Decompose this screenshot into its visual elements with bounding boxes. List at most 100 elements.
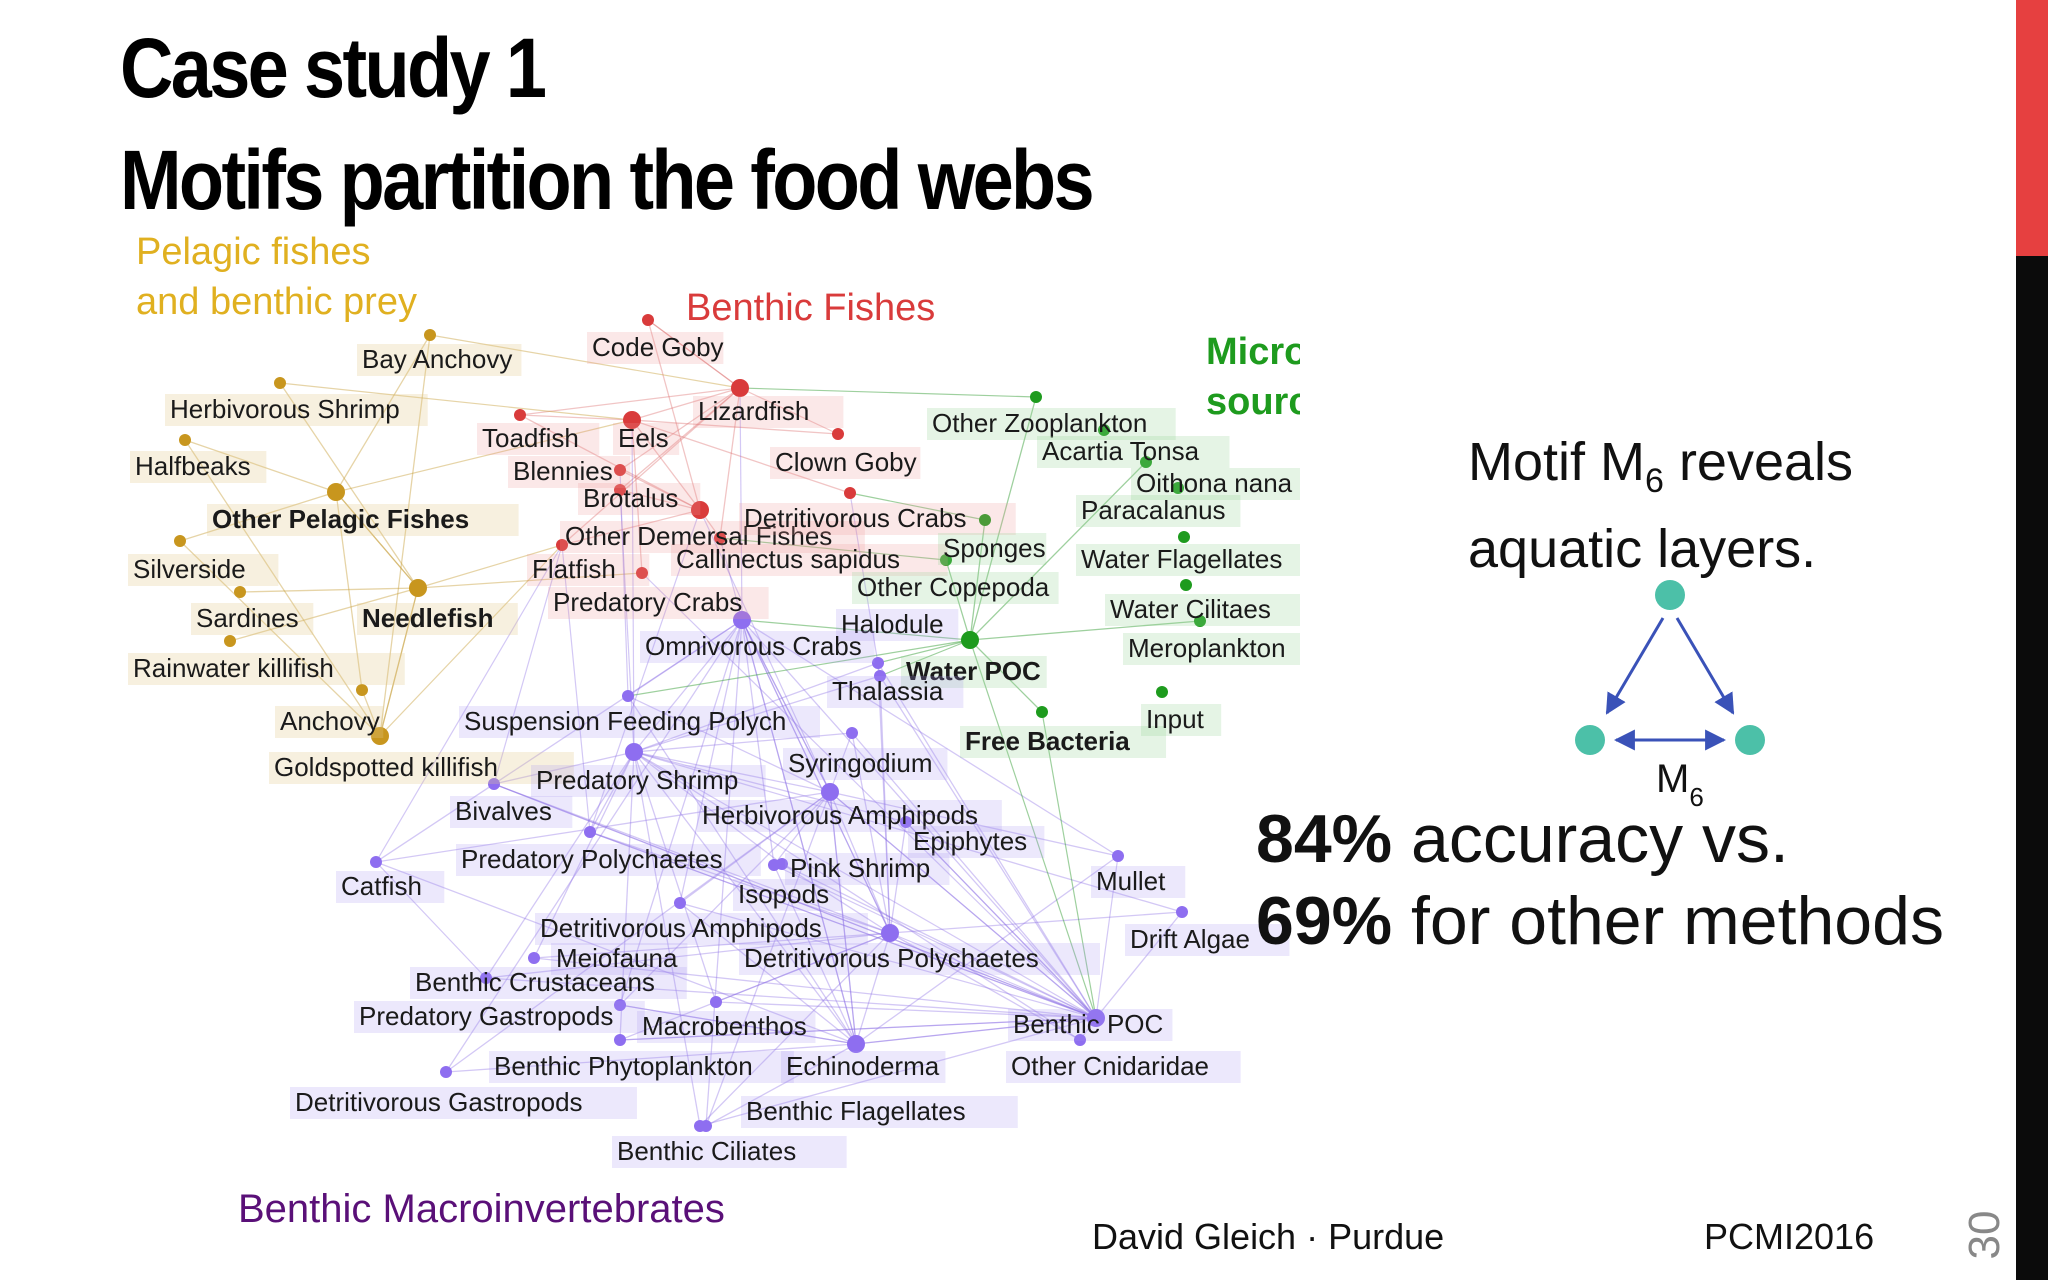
food-web-edge — [969, 620, 1201, 641]
motif-edge-top-left — [1605, 617, 1665, 715]
food-web-edge — [533, 957, 1097, 1019]
food-web-node — [480, 972, 492, 984]
food-web-edge — [445, 619, 743, 1073]
food-web-node — [844, 487, 856, 499]
food-web-edge — [855, 855, 1119, 1045]
food-web-edge — [829, 791, 857, 1045]
food-web-edge — [741, 619, 831, 793]
food-web-edge — [889, 932, 1081, 1041]
food-web-edge — [889, 911, 1183, 934]
food-web-edge — [619, 1017, 1097, 1041]
motif-node-left — [1575, 725, 1605, 755]
food-web-edge — [619, 387, 741, 491]
food-web-edge — [715, 1001, 1097, 1019]
node-label: Herbivorous Shrimp — [170, 394, 400, 424]
food-web-node — [940, 554, 952, 566]
food-web-edge — [969, 639, 1043, 713]
node-label: Callinectus sapidus — [676, 544, 900, 574]
node-label-bg — [551, 943, 688, 975]
node-label-bg — [637, 1011, 816, 1043]
node-label-bg — [531, 765, 766, 797]
food-web-edge — [851, 732, 891, 934]
food-web-node — [691, 501, 709, 519]
node-label-bg — [671, 544, 948, 576]
food-web-node — [234, 586, 246, 598]
food-web-edge — [619, 469, 629, 697]
food-web-edge — [375, 544, 563, 863]
node-label-bg — [697, 800, 1002, 832]
food-web-edge — [631, 419, 643, 574]
claim-line2: aquatic layers. — [1468, 518, 1817, 579]
food-web-node — [832, 428, 844, 440]
node-label: Benthic Crustaceans — [415, 967, 655, 997]
food-web-edge — [485, 977, 1097, 1019]
food-web-edge — [533, 751, 635, 959]
food-web-edge — [969, 519, 986, 641]
food-web-edge — [445, 1043, 857, 1073]
food-web-edge — [641, 572, 1097, 1019]
node-label: Detritivorous Gastropods — [295, 1087, 583, 1117]
group-title-micronutrient-1: Micronutrient — [1206, 331, 1300, 373]
node-label-bg — [459, 706, 820, 738]
page-number: 30 — [1960, 1210, 2009, 1260]
food-web-node — [614, 999, 626, 1011]
food-web-edge — [829, 791, 1119, 857]
food-web-edge — [647, 319, 741, 389]
food-web-node — [356, 684, 368, 696]
food-web-edge — [589, 831, 1097, 1019]
food-web-edge — [184, 439, 381, 737]
node-label: Meiofauna — [556, 943, 678, 973]
node-label: Halodule — [841, 609, 944, 639]
node-label-bg — [128, 554, 279, 586]
food-web-edge — [633, 751, 1183, 913]
food-web-edge — [851, 732, 1097, 1019]
food-web-edge — [719, 387, 741, 539]
food-web-node — [674, 897, 686, 909]
node-label-bg — [508, 456, 631, 488]
group-title-macroinvertebrates: Benthic Macroinvertebrates — [238, 1187, 725, 1231]
food-web-node — [179, 434, 191, 446]
food-web-edge — [905, 821, 1097, 1019]
node-label-bg — [1076, 495, 1241, 527]
node-label-bg — [130, 451, 267, 483]
node-label-bg — [269, 752, 574, 784]
food-web-edge — [969, 639, 1097, 1019]
food-web-edge — [739, 387, 1037, 398]
food-web-edge — [619, 489, 635, 753]
node-label: Halfbeaks — [135, 451, 251, 481]
food-web-edge — [335, 419, 633, 493]
food-web-edge — [719, 537, 947, 561]
food-web-edge — [633, 751, 701, 1127]
food-web-edge — [379, 587, 419, 737]
node-label: Sponges — [943, 533, 1046, 563]
food-web-edge — [741, 619, 831, 793]
food-web-edge — [619, 1017, 1097, 1041]
food-web-edge — [705, 619, 743, 1127]
food-web-edge — [335, 491, 419, 589]
node-label-bg — [450, 796, 573, 828]
node-label-bg — [560, 521, 865, 553]
food-web-edge — [633, 662, 879, 753]
food-web-edge — [679, 902, 1097, 1019]
food-web-edge — [877, 639, 971, 664]
food-web-edge — [877, 662, 891, 934]
node-label-bg — [1105, 594, 1300, 626]
food-web-edge — [631, 419, 839, 435]
food-web-edge — [1095, 855, 1119, 1019]
node-label-bg — [1006, 1051, 1241, 1083]
food-web-edge — [627, 695, 857, 1045]
food-web-edge — [375, 861, 487, 979]
node-label-bg — [128, 653, 405, 685]
food-web-edge — [905, 821, 1097, 1019]
node-label: Benthic POC — [1013, 1009, 1163, 1039]
food-web-edge — [739, 387, 839, 435]
footer-event: PCMI2016 — [1704, 1216, 1875, 1257]
food-web-edge — [705, 1043, 857, 1127]
food-web-edge — [619, 489, 701, 511]
node-label: Predatory Shrimp — [536, 765, 738, 795]
node-label-bg — [548, 587, 769, 619]
node-label-bg — [733, 879, 842, 911]
node-label-bg — [693, 396, 844, 428]
food-web-edge — [619, 791, 831, 1006]
food-web-edge — [679, 791, 831, 904]
